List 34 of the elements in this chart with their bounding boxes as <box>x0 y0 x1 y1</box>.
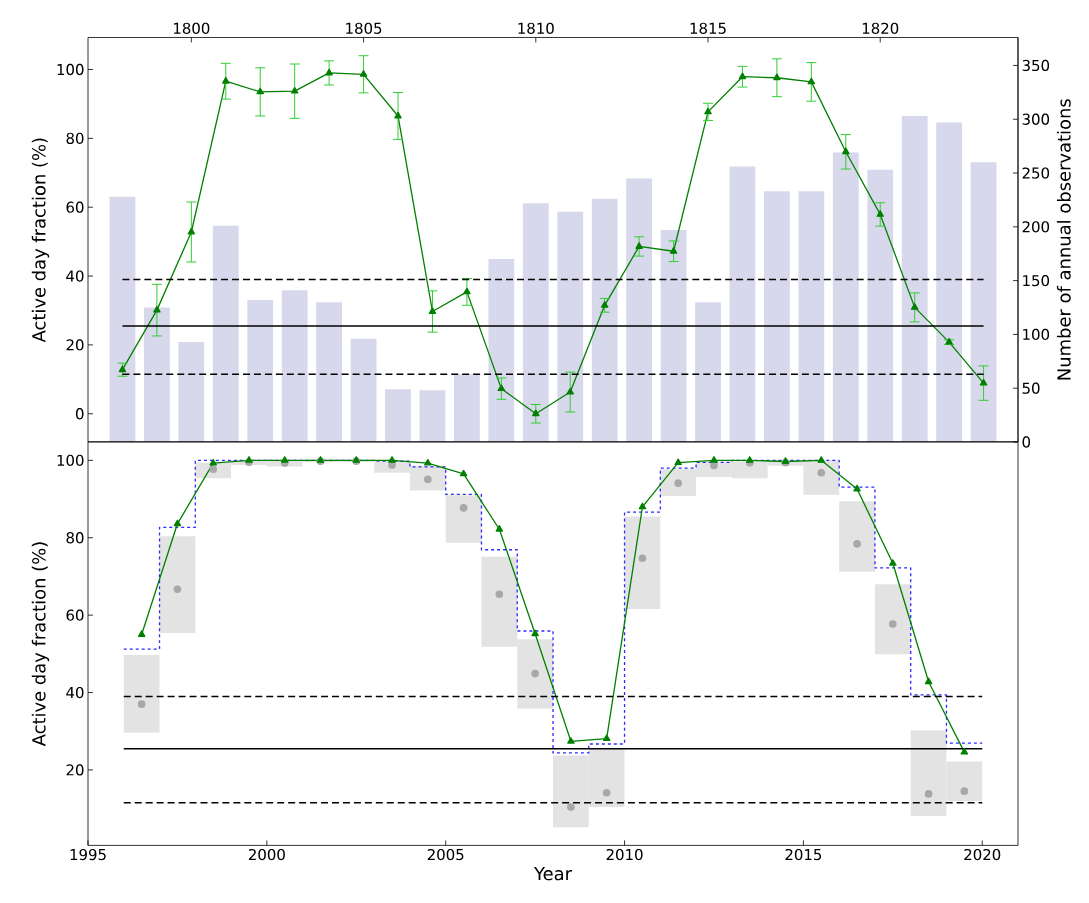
y-tick-label: 60 <box>66 201 84 213</box>
x-tick-label: 2020 <box>964 848 1001 861</box>
x-tick-label: 1810 <box>518 22 554 34</box>
y-tick-label: 0 <box>75 408 84 420</box>
y2-axis-title: Number of annual observations <box>1056 99 1071 380</box>
x-axis-title: Year <box>534 867 573 881</box>
y-tick-label: 100 <box>57 454 84 467</box>
y2-tick-label: 0 <box>1022 436 1031 448</box>
y2-tick-label: 300 <box>1022 113 1050 125</box>
y-tick-label: 40 <box>66 270 84 282</box>
y-tick-label: 80 <box>66 132 84 144</box>
x-tick-label: 1815 <box>690 22 726 34</box>
y-tick-label: 60 <box>66 609 84 621</box>
x-tick-label: 2000 <box>248 848 285 861</box>
y-axis-title: Active day fraction (%) <box>31 138 50 343</box>
y-tick-label: 20 <box>66 339 84 351</box>
x-tick-label: 2005 <box>427 848 464 861</box>
y-tick-label: 20 <box>66 764 84 776</box>
x-tick-label: 2015 <box>785 848 822 861</box>
y-axis-title: Active day fraction (%) <box>31 542 50 747</box>
y-tick-label: 40 <box>66 686 84 699</box>
y2-tick-label: 350 <box>1022 59 1050 72</box>
x-tick-label: 1800 <box>173 22 210 34</box>
x-tick-label: 1995 <box>70 848 106 861</box>
y2-tick-label: 200 <box>1022 221 1050 233</box>
x-tick-label: 1820 <box>862 22 899 34</box>
y2-tick-label: 150 <box>1023 274 1050 287</box>
y-tick-label: 80 <box>66 532 84 544</box>
y2-tick-label: 250 <box>1022 167 1050 179</box>
y-tick-label: 100 <box>57 63 84 76</box>
x-tick-label: 2010 <box>606 848 643 861</box>
x-tick-label: 1805 <box>346 22 382 34</box>
y2-tick-label: 100 <box>1023 328 1050 341</box>
y2-tick-label: 50 <box>1022 382 1040 394</box>
